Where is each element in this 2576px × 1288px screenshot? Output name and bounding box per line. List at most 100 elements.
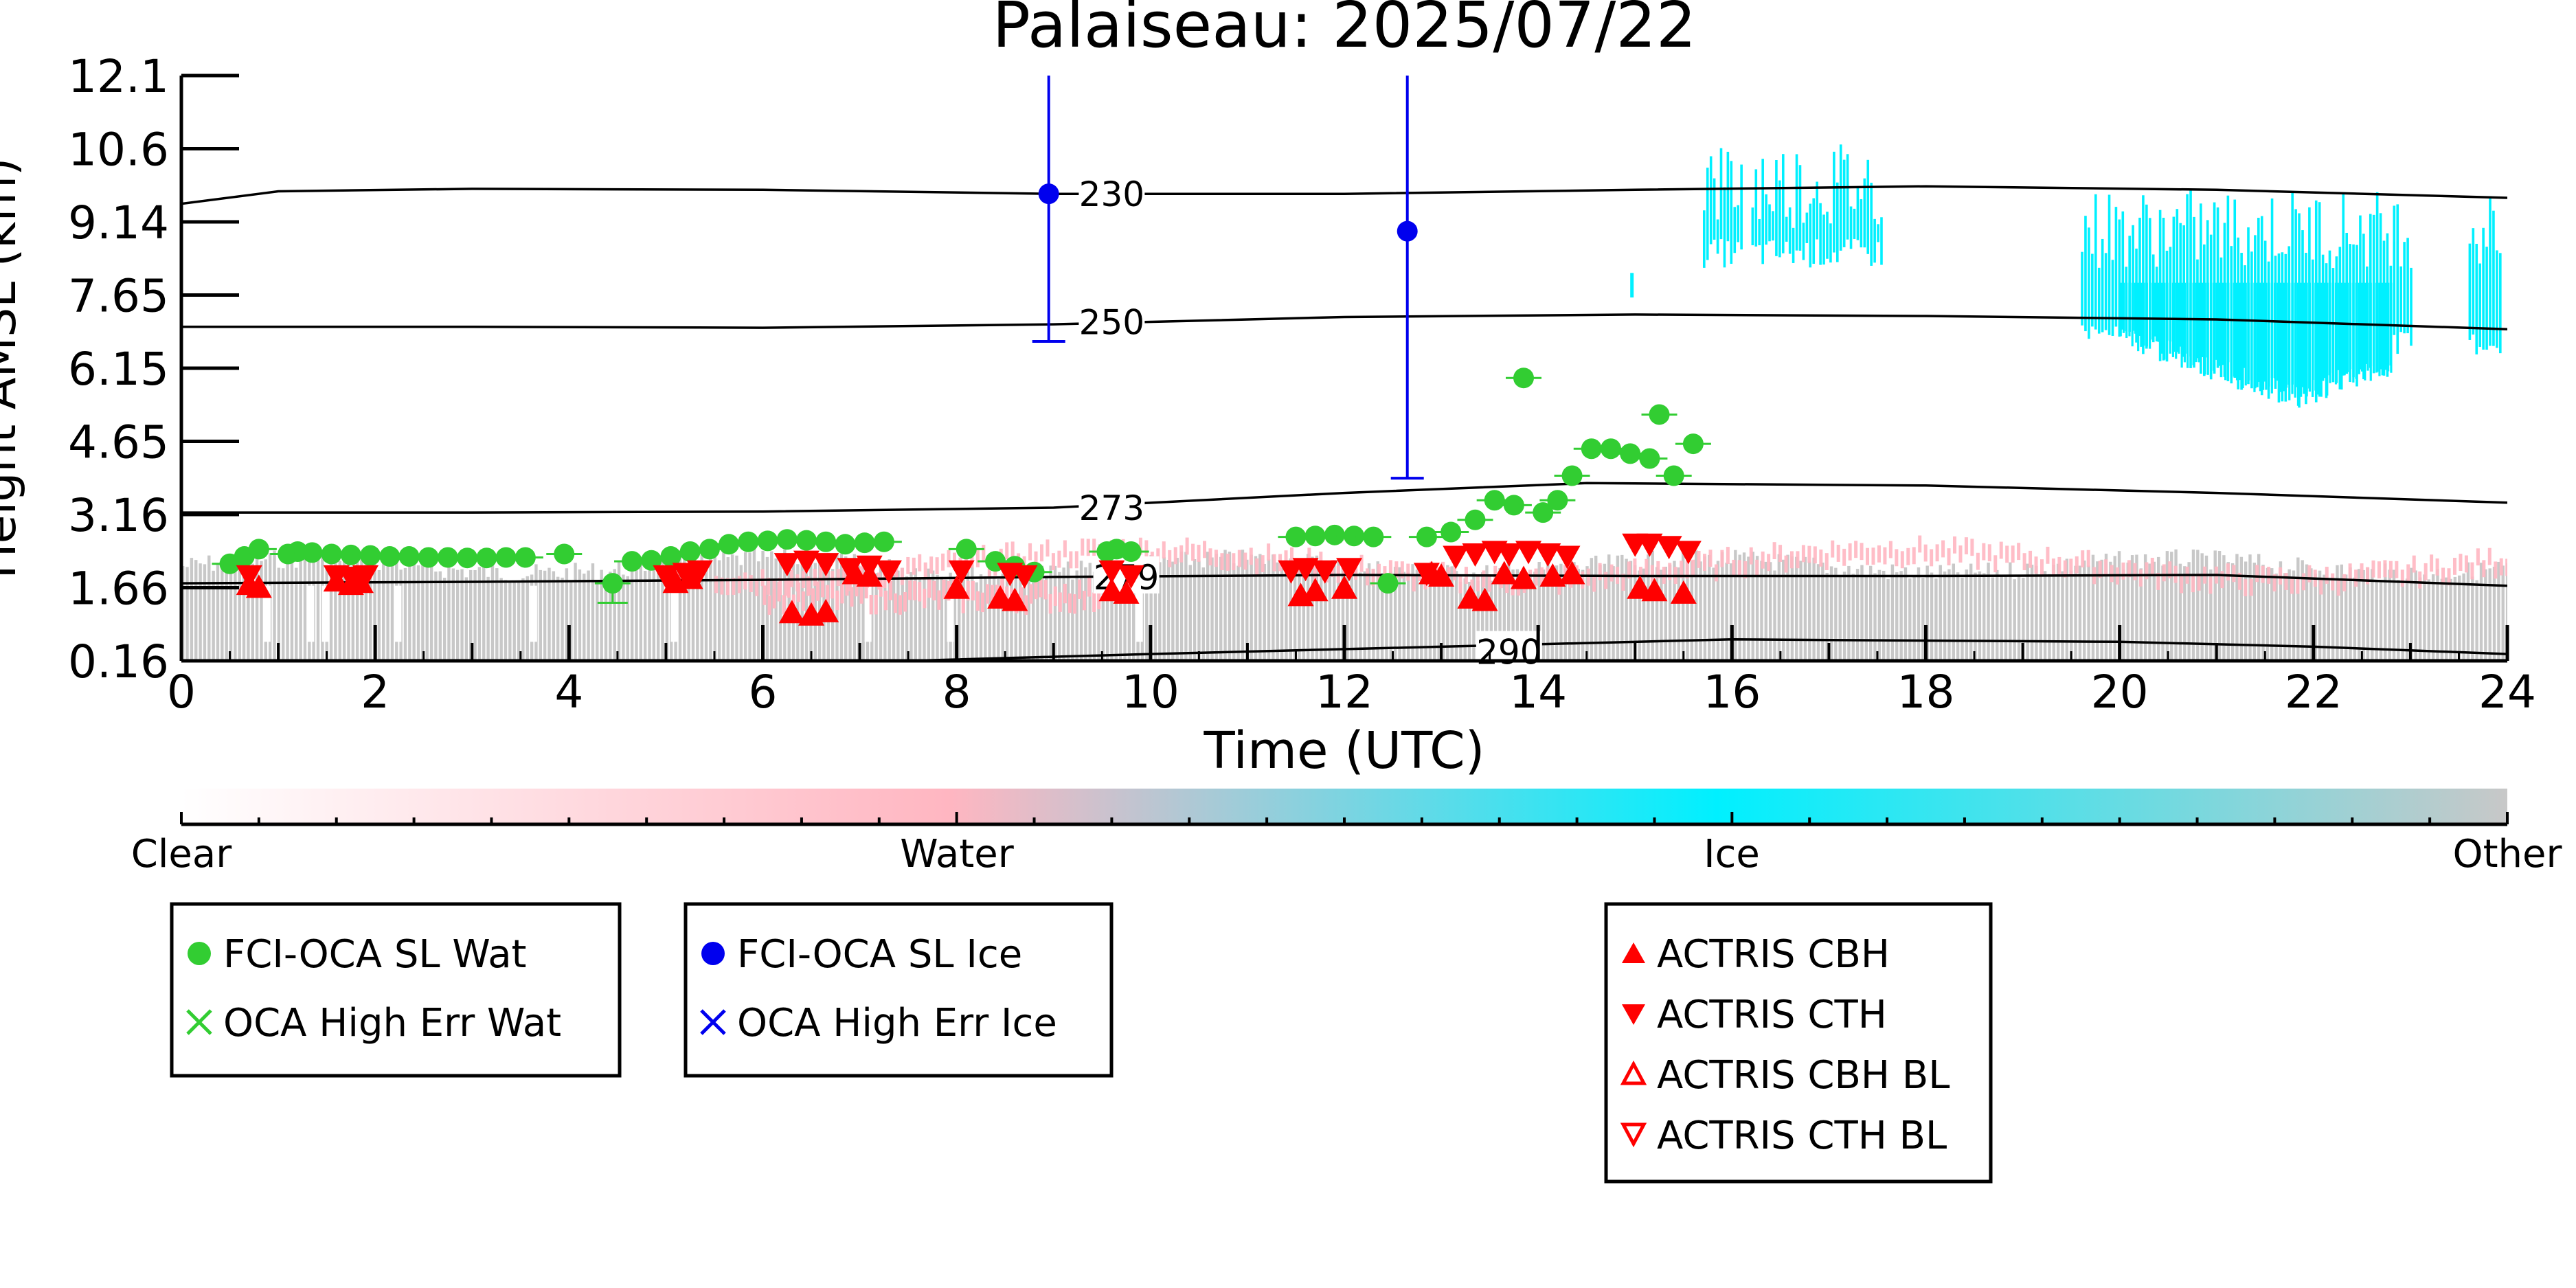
mask-other-column <box>709 552 712 661</box>
water-point <box>699 539 720 560</box>
mask-other-column <box>1324 565 1327 661</box>
x-axis-label: Time (UTC) <box>1203 721 1484 780</box>
mask-other-column <box>1293 569 1297 661</box>
mask-water-column <box>2307 565 2312 583</box>
mask-other-column <box>2048 574 2051 661</box>
mask-other-column <box>2440 578 2444 661</box>
mask-water-column <box>2388 561 2393 578</box>
mask-other-column <box>2479 563 2483 661</box>
mask-ice-column <box>1826 212 1829 259</box>
mask-water-column <box>1406 563 1410 581</box>
mask-water-column <box>935 557 939 575</box>
mask-ice-column <box>2369 282 2372 381</box>
mask-other-column <box>923 577 926 661</box>
mask-other-column <box>1877 569 1882 661</box>
mask-other-column <box>547 567 551 661</box>
mask-ice-column <box>1754 169 1758 247</box>
mask-other-column <box>1528 573 1533 661</box>
mask-other-column <box>2344 574 2348 661</box>
mask-water-column <box>1930 549 1934 567</box>
x-tick-label: 16 <box>1703 666 1761 719</box>
y-tick-label: 9.14 <box>68 196 169 249</box>
mask-ice-column <box>2148 218 2151 341</box>
mask-other-column <box>1903 567 1908 661</box>
mask-other-column <box>1607 554 1611 661</box>
mask-ice-column <box>1842 159 1846 247</box>
data-series: 230250273279290 <box>212 76 1711 673</box>
mask-other-column <box>2353 577 2357 661</box>
mask-water-column <box>2081 550 2085 568</box>
mask-ice-column <box>2101 238 2104 332</box>
mask-ice-column <box>2305 282 2308 397</box>
mask-ice-column <box>2241 282 2244 389</box>
mask-ice-column <box>2366 282 2369 371</box>
mask-water-column <box>1005 586 1009 607</box>
mask-other-column <box>1703 556 1707 661</box>
cth-point <box>1011 565 1038 589</box>
mask-ice-column <box>1866 159 1870 254</box>
mask-water-column <box>842 566 846 584</box>
mask-water-column <box>1854 541 1858 558</box>
mask-other-column <box>1742 552 1746 661</box>
mask-water-column <box>1487 574 1491 592</box>
y-tick-label: 1.66 <box>68 563 169 615</box>
mask-other-column <box>770 551 773 661</box>
cth-point <box>813 553 839 577</box>
mask-other-column <box>1921 578 1925 661</box>
mask-water-column <box>1058 592 1062 612</box>
mask-water-column <box>970 550 974 568</box>
mask-water-column <box>1005 542 1009 560</box>
mask-water-column <box>1941 540 1945 558</box>
mask-other-column <box>914 568 917 661</box>
mask-water-column <box>1197 545 1201 562</box>
mask-other-column <box>2148 563 2151 661</box>
mask-water-column <box>2034 556 2038 574</box>
legend-wat-err-label: OCA High Err Wat <box>223 1001 561 1046</box>
legend-actris: ACTRIS CBH ACTRIS CTH ACTRIS CBH BL ACTR… <box>1604 902 1993 1184</box>
mask-other-column <box>2287 569 2291 661</box>
mask-ice-column <box>2218 282 2221 366</box>
mask-other-column <box>221 561 224 661</box>
mask-other-column <box>2035 565 2038 661</box>
mask-water-column <box>2342 574 2347 591</box>
mask-other-column <box>1563 569 1567 661</box>
mask-ice-column <box>2081 251 2083 326</box>
x-tick-label: 24 <box>2478 666 2536 719</box>
mask-other-column <box>901 567 904 661</box>
mask-ice-column <box>1816 181 1818 240</box>
mask-other-column <box>1472 572 1476 661</box>
mask-water-column <box>900 567 904 585</box>
mask-water-column <box>2255 565 2259 583</box>
mask-other-column <box>1803 556 1807 661</box>
mask-ice-column <box>1833 151 1835 253</box>
mask-water-column <box>2272 574 2276 591</box>
mask-water-column <box>1703 554 1707 572</box>
mask-water-column <box>1307 547 1311 565</box>
mask-ice-column <box>2257 218 2260 382</box>
mask-water-column <box>1598 563 1602 580</box>
mask-water-column <box>796 582 800 602</box>
cbh-point <box>1471 587 1498 611</box>
mask-other-column <box>212 570 215 661</box>
mask-ice-column <box>1880 217 1883 265</box>
mask-water-column <box>2301 573 2305 591</box>
mask-other-column <box>2104 554 2108 661</box>
mask-other-column <box>416 565 420 661</box>
water-point <box>1513 368 1535 389</box>
mask-other-column <box>1333 560 1336 661</box>
mask-water-column <box>801 591 805 611</box>
mask-other-column <box>2191 550 2195 661</box>
mask-other-column <box>2091 554 2095 661</box>
mask-ice-column <box>2298 213 2301 408</box>
mask-other-column <box>1808 561 1811 661</box>
mask-water-column <box>2138 569 2143 587</box>
mask-water-column <box>2057 556 2061 574</box>
mask-other-column <box>1236 565 1240 661</box>
y-tick-label: 4.65 <box>68 416 169 469</box>
mask-other-column <box>1947 569 1951 661</box>
mask-other-column <box>2445 577 2448 661</box>
mask-ice-column <box>1706 168 1709 260</box>
mask-ice-column <box>2320 282 2323 397</box>
mask-ice-column <box>2111 260 2114 336</box>
cth-point <box>1443 545 1469 569</box>
